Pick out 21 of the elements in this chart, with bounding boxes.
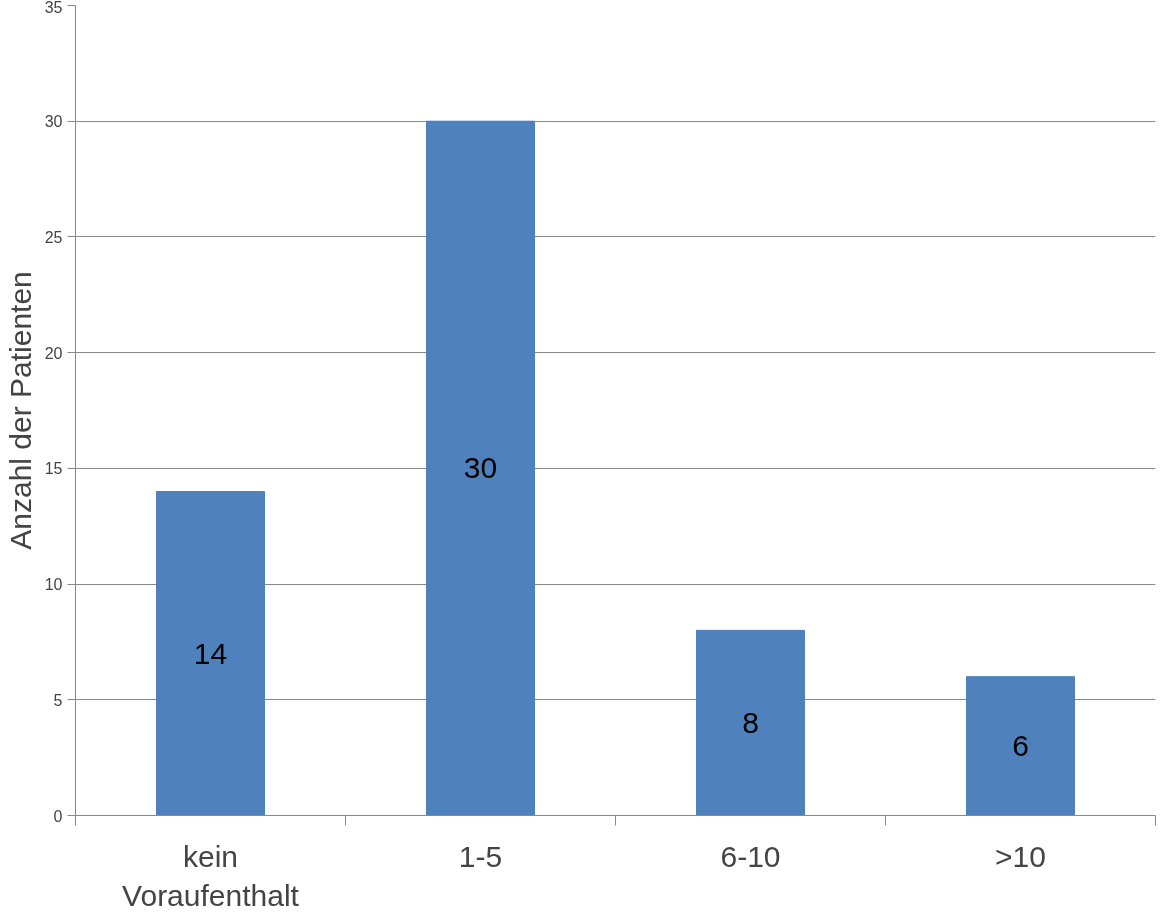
- x-tick-label: 6-10: [720, 839, 781, 873]
- y-tick-label: 30: [44, 113, 63, 131]
- y-tick-label: 0: [53, 807, 63, 825]
- y-tick-label: 15: [44, 460, 63, 478]
- x-tick-label: 1-5: [458, 839, 503, 873]
- x-tick-label: kein Voraufenthalt: [122, 839, 300, 913]
- data-label: 30: [463, 451, 498, 485]
- bar: [156, 491, 265, 816]
- y-tick-label: 25: [44, 228, 63, 246]
- y-tick-label: 20: [44, 344, 63, 362]
- bar: [426, 120, 535, 816]
- data-label: 8: [742, 705, 759, 739]
- y-tick-label: 5: [53, 691, 63, 709]
- y-tick-label: 10: [44, 576, 63, 594]
- data-label: 6: [1012, 729, 1029, 763]
- data-label: 14: [193, 636, 228, 670]
- y-tick-label: 35: [44, 0, 63, 16]
- y-axis-title: Anzahl der Patienten: [3, 271, 37, 550]
- bar: [966, 676, 1075, 816]
- x-tick-label: >10: [995, 839, 1046, 873]
- bar: [696, 629, 805, 816]
